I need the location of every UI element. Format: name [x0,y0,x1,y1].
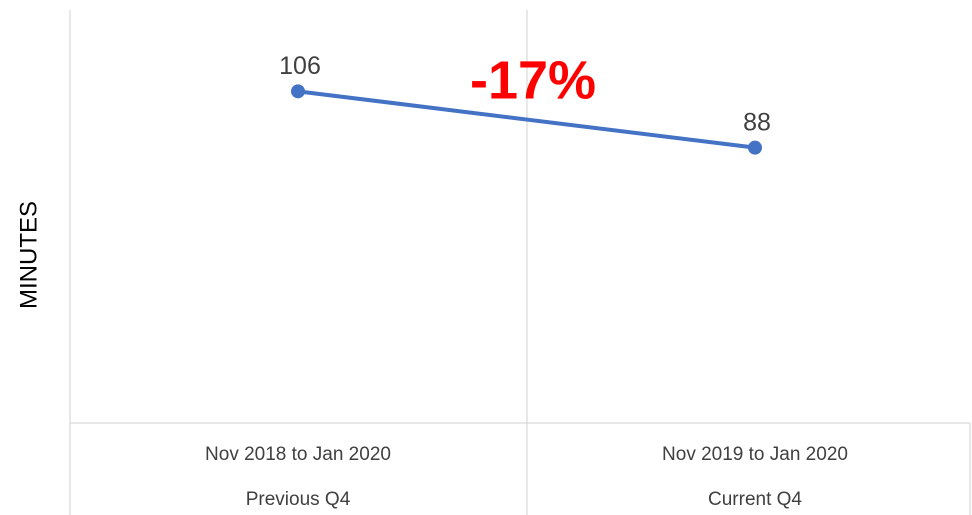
point [291,84,305,99]
x-tick-label: Nov 2019 to Jan 2020 [662,444,848,465]
y-axis-label: MINUTES [15,201,42,309]
data-label: 106 [279,52,321,80]
data-label: 88 [743,108,771,136]
category-group-label: Previous Q4 [246,489,351,510]
point [748,140,762,155]
line [297,89,756,150]
annotation: -17% [470,50,596,110]
category-group-label: Current Q4 [708,489,802,510]
x-tick-label: Nov 2018 to Jan 2020 [205,444,391,465]
